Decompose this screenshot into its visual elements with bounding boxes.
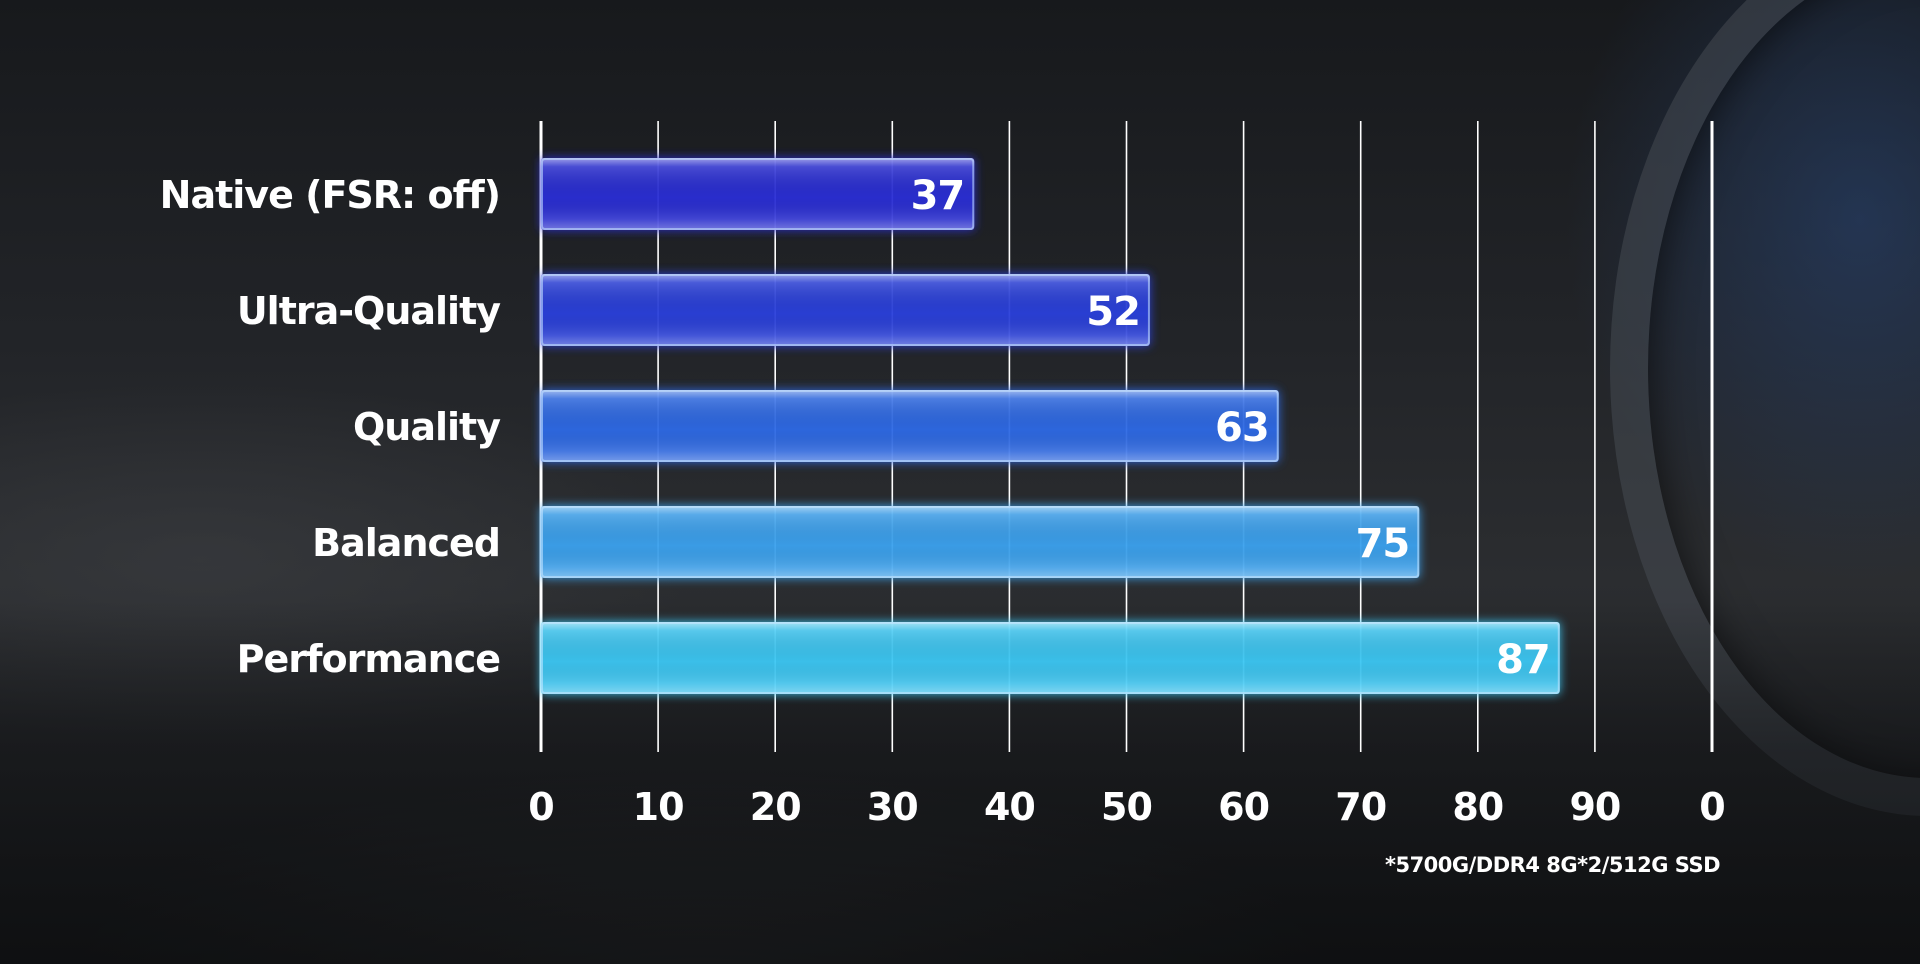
x-tick-label: 50 [1101, 785, 1152, 829]
category-label: Native (FSR: off) [160, 173, 500, 217]
category-label: Balanced [312, 521, 500, 565]
bars [541, 158, 1560, 694]
bar-value-label: 63 [1215, 405, 1269, 451]
bar-outline [541, 390, 1279, 462]
bar-shine [541, 390, 1279, 462]
x-tick-label: 0 [1699, 785, 1724, 829]
x-tick-label: 20 [750, 785, 801, 829]
bar [541, 390, 1279, 462]
bar-value-label: 75 [1356, 521, 1410, 567]
labels: 0 10 20 30 40 50 60 70 80 90 0 37 Native (FSR: off) 5… [160, 173, 1726, 829]
bar-outline [541, 506, 1420, 578]
bar-shine [541, 622, 1560, 694]
x-tick-label: 0 [528, 785, 553, 829]
bar [541, 506, 1420, 578]
x-tick-label: 60 [1218, 785, 1269, 829]
bar-outline [541, 274, 1150, 346]
x-tick-label: 90 [1569, 785, 1620, 829]
bar-value-label: 52 [1086, 289, 1140, 335]
bar-value-label: 37 [911, 173, 965, 219]
category-label: Ultra-Quality [237, 289, 501, 333]
x-tick-label: 30 [867, 785, 918, 829]
bar [541, 622, 1560, 694]
system-spec-footnote: *5700G/DDR4 8G*2/512G SSD [1384, 853, 1721, 877]
bar-value-label: 87 [1496, 637, 1550, 683]
bar-outline [541, 158, 975, 230]
bar-shine [541, 506, 1420, 578]
bar [541, 274, 1150, 346]
x-tick-label: 10 [633, 785, 684, 829]
category-label: Quality [353, 405, 501, 449]
bar-shine [541, 274, 1150, 346]
x-tick-label: 70 [1335, 785, 1386, 829]
bar-outline [541, 622, 1560, 694]
x-tick-label: 40 [984, 785, 1035, 829]
bar [541, 158, 975, 230]
bar-shine [541, 158, 975, 230]
category-label: Performance [237, 637, 500, 681]
x-tick-label: 80 [1452, 785, 1503, 829]
